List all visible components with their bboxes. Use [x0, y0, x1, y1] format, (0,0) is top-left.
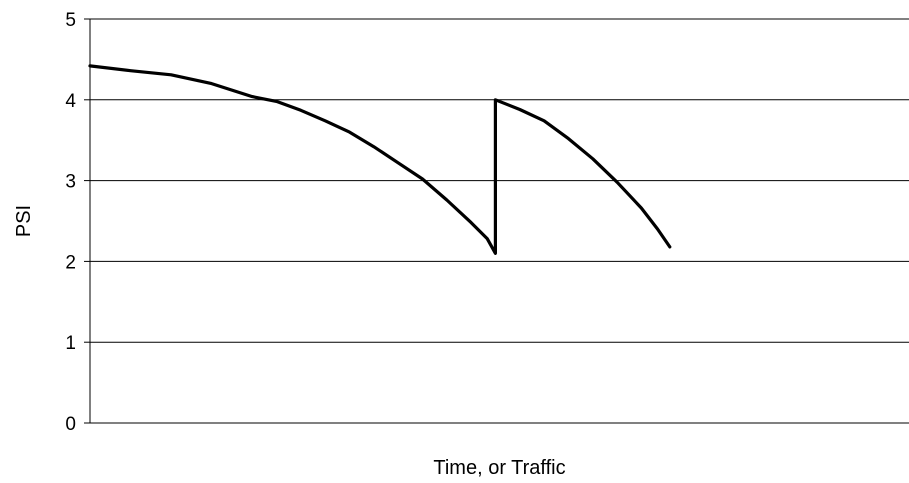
y-tick-label: 1 [65, 333, 76, 354]
series-line [88, 64, 672, 255]
y-tick-label: 2 [65, 252, 76, 273]
x-axis-label: Time, or Traffic [433, 457, 565, 479]
y-tick-label: 3 [65, 172, 76, 193]
grid-lines [90, 18, 909, 343]
y-axis-label: PSI [13, 205, 35, 237]
y-tick-labels: 0 1 2 3 4 5 [65, 10, 90, 435]
y-tick-label: 4 [65, 91, 76, 112]
y-tick-label: 0 [65, 414, 76, 435]
y-tick-label: 5 [65, 10, 76, 31]
